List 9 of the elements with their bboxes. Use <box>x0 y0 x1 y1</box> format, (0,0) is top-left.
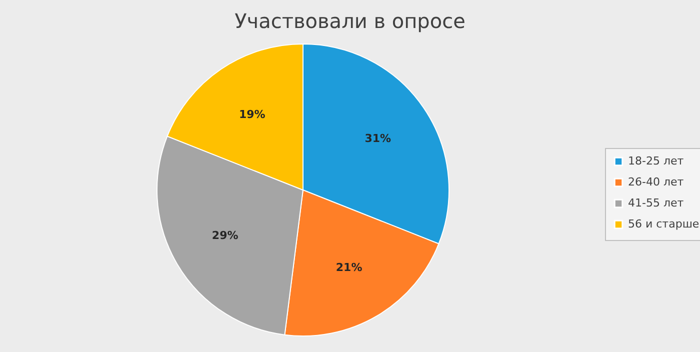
legend-label: 18-25 лет <box>628 154 684 168</box>
chart-title: Участвовали в опросе <box>234 9 466 33</box>
data-label: 19% <box>238 108 266 122</box>
legend-label: 26-40 лет <box>628 176 684 188</box>
legend-label: 56 и старше <box>628 218 700 230</box>
legend-label: 41-55 лет <box>628 196 684 210</box>
data-label: 29% <box>212 229 238 242</box>
data-label: 31% <box>364 132 392 146</box>
data-label: 21% <box>336 260 362 274</box>
